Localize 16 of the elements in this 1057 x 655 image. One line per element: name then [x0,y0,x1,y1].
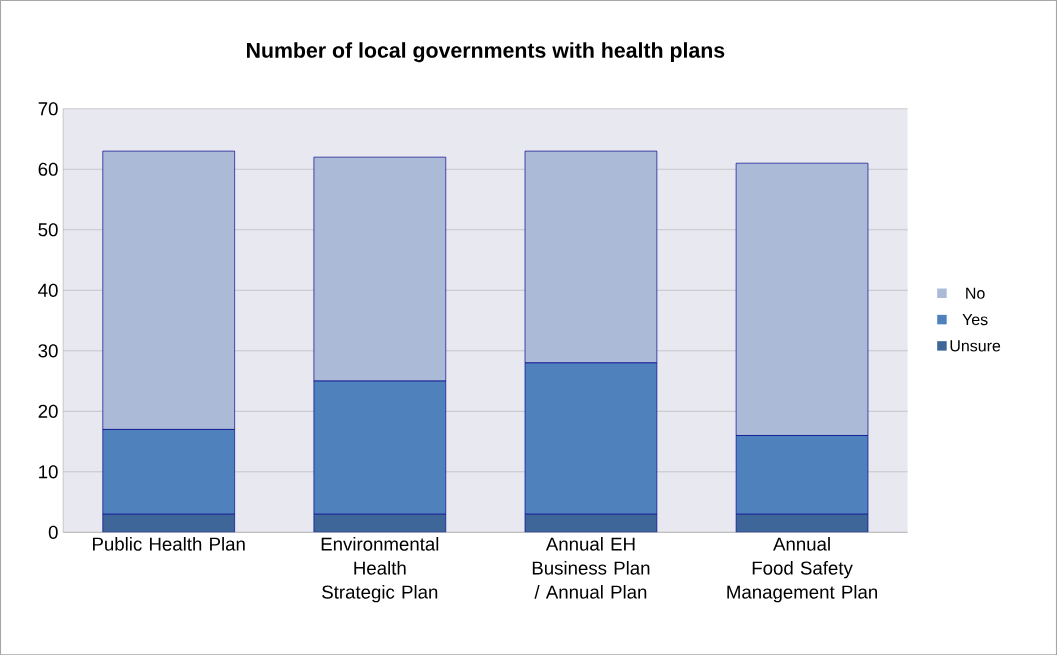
legend-label: No [966,287,985,299]
x-tick-label: Public Health Plan [93,536,245,551]
chart-title: Number of local governments with health plans [247,42,725,62]
y-tick-label: 40 [38,283,58,297]
y-tick-label: 10 [39,465,58,479]
legend-label: Yes [962,313,988,325]
y-tick-label: 0 [48,525,58,539]
legend-label: Unsure [950,340,1001,352]
y-tick-label: 30 [38,343,58,358]
x-tick-label: Annual Food Safety Management Plan [727,536,878,603]
y-tick-label: 20 [38,404,58,418]
y-tick-label: 50 [38,222,58,237]
y-tick-label: 60 [38,162,58,176]
x-tick-label: Environmental Health Strategic Plan [321,536,439,603]
y-tick-label: 70 [38,101,58,116]
x-tick-label: Annual EH Business Plan / Annual Plan [532,536,650,599]
